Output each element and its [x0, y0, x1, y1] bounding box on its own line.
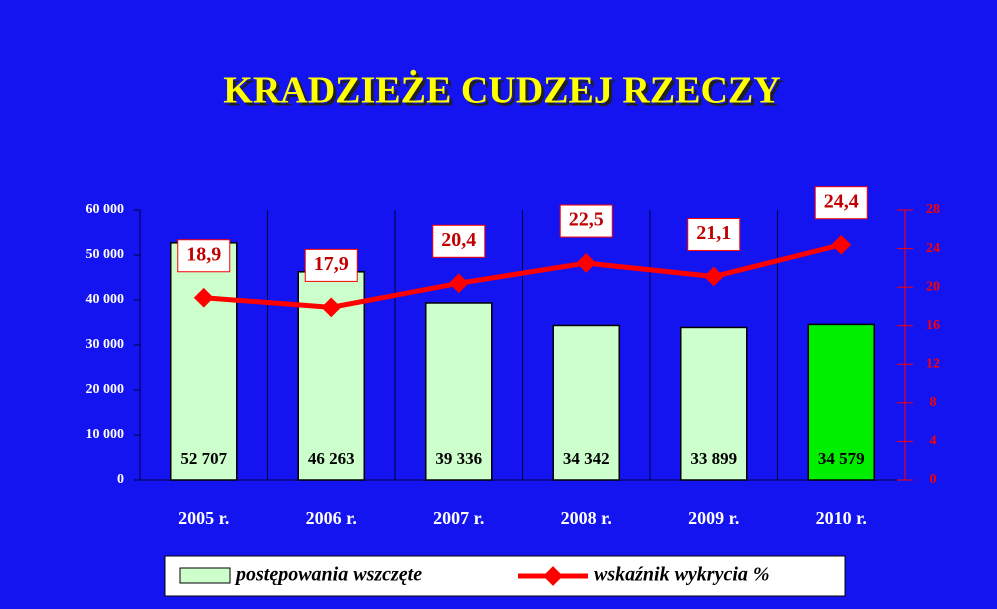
- chart-title: KRADZIEŻE CUDZEJ RZECZY: [223, 70, 780, 112]
- y2-tick-label: 16: [926, 318, 940, 333]
- bar-value-label: 34 342: [563, 449, 610, 468]
- legend: [164, 555, 846, 597]
- x-tick-label: 2009 r.: [688, 508, 739, 528]
- y-tick-label: 50 000: [86, 247, 125, 262]
- line-marker: [703, 266, 724, 287]
- y2-tick-label: 24: [926, 241, 940, 256]
- y2-tick-label: 12: [926, 357, 940, 372]
- data-label-box: [814, 186, 868, 220]
- y-tick-label: 60 000: [86, 202, 125, 217]
- bar-value-label: 46 263: [308, 449, 355, 468]
- x-tick-label: 2010 r.: [816, 508, 867, 528]
- y-tick-label: 10 000: [86, 427, 125, 442]
- y2-tick-label: 8: [930, 395, 937, 410]
- bar: [425, 302, 493, 481]
- y2-tick-label: 20: [926, 279, 940, 294]
- title-shadow: KRADZIEŻE CUDZEJ RZECZY: [226, 73, 783, 115]
- y-tick-label: 20 000: [86, 382, 125, 397]
- legend-label: postępowania wszczęte: [234, 564, 422, 586]
- data-label-box: [432, 224, 486, 258]
- x-tick-label: 2005 r.: [178, 508, 229, 528]
- data-label-box: [687, 218, 741, 252]
- line-value-label: 18,9: [186, 243, 221, 265]
- x-tick-label: 2007 r.: [433, 508, 484, 528]
- y-tick-label: 0: [117, 472, 124, 487]
- legend-marker: [543, 566, 563, 586]
- bar-value-label: 52 707: [180, 449, 227, 468]
- x-tick-label: 2006 r.: [306, 508, 357, 528]
- y-tick-label: 40 000: [86, 292, 125, 307]
- line-marker: [321, 297, 342, 318]
- line-value-label: 17,9: [314, 253, 349, 275]
- line-value-label: 24,4: [824, 190, 859, 212]
- y2-tick-label: 28: [926, 202, 940, 217]
- bar: [807, 323, 875, 481]
- data-label-box: [177, 239, 231, 273]
- line-marker: [193, 287, 214, 308]
- data-label-box: [304, 248, 358, 282]
- x-tick-label: 2008 r.: [561, 508, 612, 528]
- bar: [680, 326, 748, 481]
- line-value-label: 20,4: [441, 229, 476, 251]
- bar-value-label: 39 336: [435, 449, 482, 468]
- y-tick-label: 30 000: [86, 337, 125, 352]
- line-marker: [576, 253, 597, 273]
- legend-label: wskaźnik wykrycia %: [594, 564, 770, 586]
- line-value-label: 21,1: [696, 222, 731, 244]
- bar: [170, 242, 238, 481]
- line-value-label: 22,5: [569, 209, 604, 231]
- y2-tick-label: 4: [930, 434, 937, 449]
- bar-value-label: 33 899: [690, 449, 737, 468]
- legend-swatch: [179, 567, 231, 584]
- line: [203, 242, 842, 310]
- bar-value-label: 34 579: [818, 449, 865, 468]
- data-label-box: [559, 204, 613, 238]
- bar: [552, 324, 620, 481]
- line-marker: [448, 273, 469, 294]
- y2-tick-label: 0: [930, 472, 937, 487]
